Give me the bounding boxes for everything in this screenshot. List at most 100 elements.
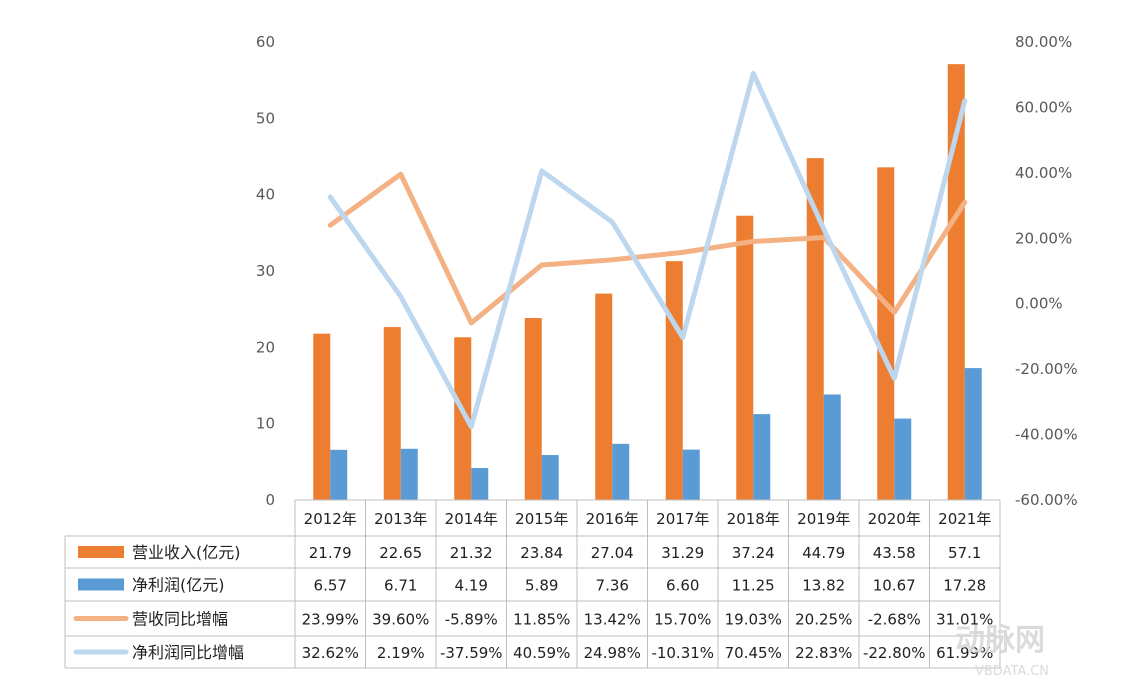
category-label: 2021年 (938, 510, 991, 528)
profit-growth-point (541, 170, 543, 172)
net-profit-bar (964, 368, 982, 500)
profit-growth-point (611, 221, 613, 223)
revenue-growth-point (611, 259, 613, 261)
revenue-bar (947, 64, 965, 501)
table-cell: 6.60 (666, 577, 699, 595)
table-cell: 20.25% (795, 611, 852, 629)
right-axis-tick: 80.00% (1015, 33, 1072, 51)
net-profit-bar (612, 443, 630, 500)
net-profit-bar (753, 414, 771, 500)
revenue-growth-point (541, 264, 543, 266)
revenue-growth-line (327, 171, 968, 326)
category-label: 2013年 (374, 510, 427, 528)
vbdata-watermark: 动脉网 VBDATA.CN (955, 623, 1049, 679)
table-cell: -37.59% (440, 644, 503, 662)
right-axis-tick: -40.00% (1015, 426, 1078, 444)
table-cell: 15.70% (654, 611, 711, 629)
profit-growth-point (400, 296, 402, 298)
net-profit-bar (471, 468, 489, 500)
table-cell: 22.65 (379, 544, 422, 562)
revenue-growth-point (893, 311, 895, 313)
category-label: 2015年 (515, 510, 568, 528)
table-cell: 31.29 (661, 544, 704, 562)
table-cell: 57.1 (948, 544, 981, 562)
left-axis-tick: 20 (256, 338, 275, 356)
table-cell: 11.85% (513, 611, 570, 629)
table-cell: 17.28 (943, 577, 986, 595)
right-y-axis: -60.00% -40.00% -20.00% 0.00% 20.00% 40.00% 60… (1015, 33, 1078, 509)
table-cell: 22.83% (795, 644, 852, 662)
series-name: 营收同比增幅 (132, 610, 228, 629)
table-cell: 7.36 (596, 577, 629, 595)
legend-key-bar (78, 578, 124, 591)
left-axis-tick: 50 (256, 109, 275, 127)
net-profit-bar (400, 448, 418, 500)
table-cell: 6.57 (314, 577, 347, 595)
net-profit-bar (330, 449, 348, 500)
revenue-growth-point (964, 201, 966, 203)
table-cell: 2.19% (377, 644, 425, 662)
left-axis-tick: 40 (256, 186, 275, 204)
left-axis-tick: 0 (265, 491, 275, 509)
table-cell: 43.58 (873, 544, 916, 562)
profit-growth-point (470, 426, 472, 428)
right-axis-tick: -20.00% (1015, 360, 1078, 378)
profit-growth-line (327, 70, 968, 430)
revenue-bar (806, 158, 824, 500)
table-cell: 32.62% (302, 644, 359, 662)
watermark-cn: 动脉网 (955, 623, 1045, 658)
revenue-bar (524, 318, 542, 500)
revenue-growth-point (823, 236, 825, 238)
category-label: 2018年 (727, 510, 780, 528)
table-cell: 6.71 (384, 577, 417, 595)
profit-growth-point (823, 228, 825, 230)
revenue-bar (736, 215, 754, 500)
category-label: 2014年 (445, 510, 498, 528)
table-cell: 23.99% (302, 611, 359, 629)
net-profit-bar (894, 418, 912, 500)
revenue-bar (383, 327, 401, 500)
table-cell: 19.03% (725, 611, 782, 629)
profit-growth-point (752, 72, 754, 74)
series-name: 营业收入(亿元) (132, 543, 241, 562)
profit-growth-point (893, 377, 895, 379)
table-cell: 37.24 (732, 544, 775, 562)
watermark-en: VBDATA.CN (975, 664, 1049, 679)
table-cell: 39.60% (372, 611, 429, 629)
table-cell: 13.82 (802, 577, 845, 595)
table-cell: 23.84 (520, 544, 563, 562)
line-series (327, 70, 968, 430)
net-profit-bar (682, 449, 700, 500)
table-cell: -22.80% (863, 644, 926, 662)
revenue-bar (877, 167, 895, 500)
category-label: 2019年 (797, 510, 850, 528)
bar-series (313, 64, 982, 501)
table-cell: -2.68% (868, 611, 921, 629)
table-cell: 61.99% (936, 644, 993, 662)
data-table: 2012年 2013年 2014年 2015年 2016年 2017年 2018年 2019年… (64, 499, 1001, 669)
right-axis-tick: -60.00% (1015, 491, 1078, 509)
left-axis-tick: 10 (256, 415, 275, 433)
table-cell: 27.04 (591, 544, 634, 562)
revenue-growth-point (752, 240, 754, 242)
category-label: 2017年 (656, 510, 709, 528)
legend-key-bar (78, 546, 124, 558)
table-cell: 21.79 (309, 544, 352, 562)
right-axis-tick: 40.00% (1015, 164, 1072, 182)
revenue-growth-point (682, 251, 684, 253)
revenue-growth-point (470, 322, 472, 324)
series-name: 净利润同比增幅 (132, 643, 244, 662)
table-cell: 40.59% (513, 644, 570, 662)
left-axis-tick: 60 (256, 33, 275, 51)
table-cell: 13.42% (584, 611, 641, 629)
table-cell: 44.79 (802, 544, 845, 562)
right-axis-tick: 0.00% (1015, 295, 1063, 313)
revenue-growth-point (329, 224, 331, 226)
table-cell: 5.89 (525, 577, 558, 595)
revenue-growth-point (400, 173, 402, 175)
right-axis-tick: 60.00% (1015, 98, 1072, 116)
right-axis-tick: 20.00% (1015, 229, 1072, 247)
revenue-bar (454, 337, 472, 500)
table-cell: -10.31% (651, 644, 714, 662)
revenue-bar (313, 333, 331, 500)
